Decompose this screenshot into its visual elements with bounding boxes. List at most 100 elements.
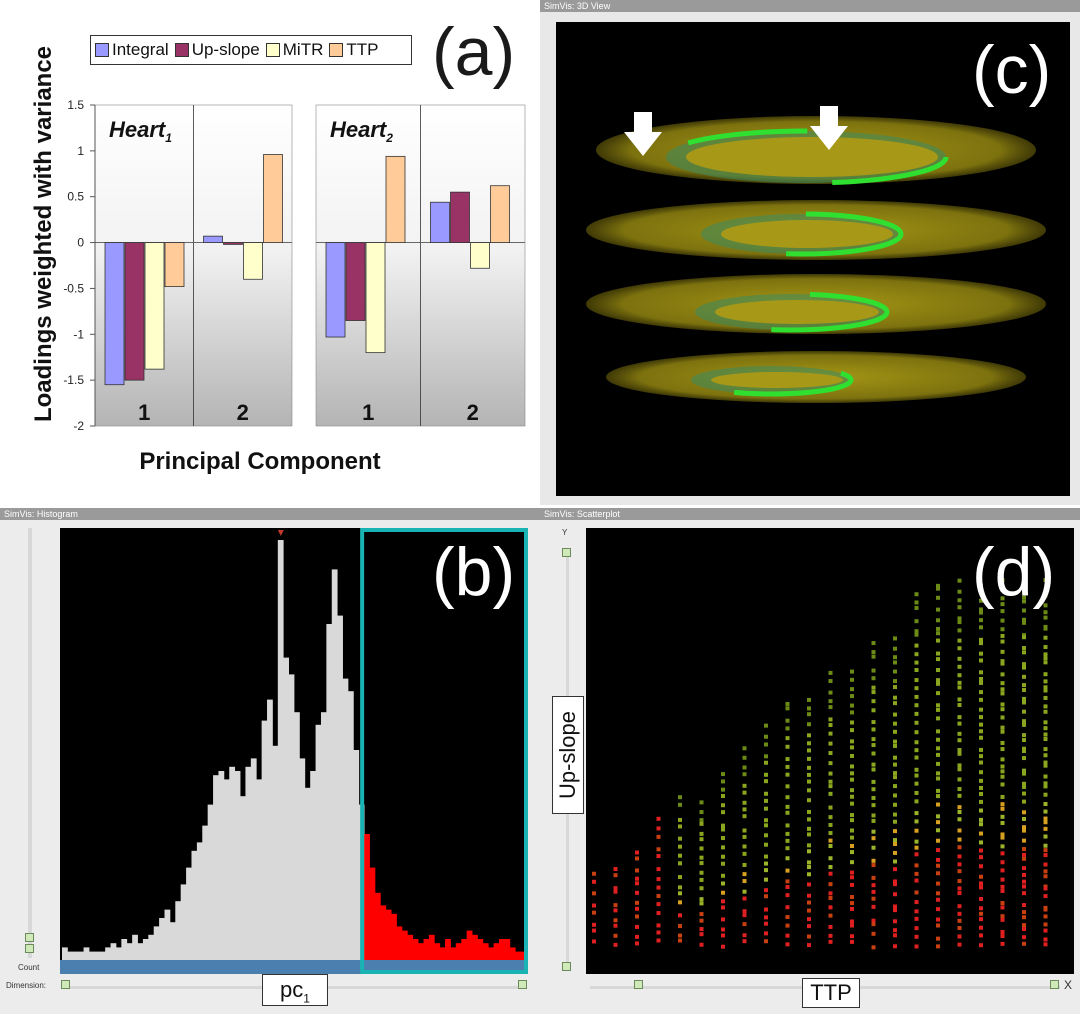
- scatter-point: [979, 770, 983, 775]
- scatter-point: [979, 874, 983, 879]
- histogram-canvas[interactable]: [60, 528, 528, 974]
- scatter-point: [850, 703, 854, 708]
- scatter-point: [1043, 695, 1048, 700]
- scatter-point: [678, 853, 682, 858]
- scatter-point: [979, 625, 983, 630]
- scatter-point: [828, 831, 833, 836]
- scatter-point: [914, 900, 919, 905]
- scatter-point: [742, 765, 747, 770]
- y-tick-label: 1: [77, 144, 84, 158]
- histogram-bar: [256, 779, 263, 960]
- scatter-point: [893, 755, 897, 760]
- group-title: Heart1: [109, 117, 172, 145]
- scatter-point: [1022, 941, 1026, 946]
- scatter-point: [1022, 838, 1026, 843]
- legend-item: MiTR: [265, 40, 323, 60]
- scatterplot-canvas[interactable]: [586, 528, 1074, 974]
- histogram-bar: [509, 947, 516, 960]
- up-slope-label: Up-slope: [555, 710, 580, 800]
- scatter-point: [699, 837, 704, 842]
- scatter-point: [1022, 700, 1026, 705]
- x-slider-handle[interactable]: [634, 980, 643, 989]
- count-slider-handle[interactable]: [25, 933, 34, 942]
- scatter-point: [1000, 618, 1005, 623]
- scatter-point: [871, 803, 876, 808]
- scatter-point: [785, 905, 790, 910]
- scatter-point: [1043, 853, 1048, 858]
- scatter-point: [742, 851, 747, 856]
- scatter-point: [1022, 856, 1026, 861]
- scatter-point: [1022, 828, 1026, 833]
- histogram-bar: [288, 674, 295, 960]
- scatter-point: [764, 818, 768, 823]
- scatter-point: [828, 751, 833, 756]
- dimension-slider-handle[interactable]: [61, 980, 70, 989]
- scatter-point: [592, 928, 596, 933]
- scatter-point: [1000, 609, 1005, 614]
- dimension-slider-handle[interactable]: [518, 980, 527, 989]
- scatter-point: [936, 761, 940, 766]
- bar: [164, 242, 185, 287]
- count-slider-handle[interactable]: [25, 944, 34, 953]
- histogram-bar: [202, 825, 209, 960]
- scatter-point: [957, 777, 962, 782]
- scatter-point: [1022, 646, 1026, 651]
- scatter-point: [914, 694, 919, 699]
- scatter-point: [785, 915, 790, 920]
- y-tick-label: 0.5: [67, 190, 84, 204]
- scatter-point: [936, 746, 940, 751]
- scatter-point: [893, 819, 897, 824]
- scatter-point: [957, 809, 962, 814]
- scatter-point: [1043, 737, 1048, 742]
- scatter-point: [828, 843, 833, 848]
- x-slider-handle[interactable]: [1050, 980, 1059, 989]
- scatter-point: [850, 777, 854, 782]
- scatter-point: [979, 658, 983, 663]
- scatter-point: [914, 767, 919, 772]
- scatter-point: [742, 913, 747, 918]
- scatter-point: [1000, 588, 1005, 593]
- scatter-point: [936, 681, 940, 686]
- count-slider-track[interactable]: [28, 528, 32, 958]
- scatter-point: [893, 695, 897, 700]
- scatter-point: [807, 908, 811, 913]
- scatter-point: [1022, 746, 1026, 751]
- scatter-point: [979, 785, 983, 790]
- histogram-bar: [180, 884, 187, 960]
- legend-item: Integral: [95, 40, 169, 60]
- scatter-point: [850, 720, 854, 725]
- scatter-point: [936, 668, 940, 673]
- scatter-point: [914, 790, 919, 795]
- scatter-point: [721, 944, 725, 949]
- y-slider-handle[interactable]: [562, 962, 571, 971]
- scatter-point: [1043, 593, 1048, 598]
- histogram-bar: [418, 943, 424, 960]
- scatter-point: [1000, 707, 1005, 712]
- scatter-point: [979, 925, 983, 930]
- scatter-point: [936, 678, 940, 683]
- scatter-point: [742, 889, 747, 894]
- scatter-point: [828, 913, 833, 918]
- scatter-point: [828, 822, 833, 827]
- scatter-point: [1000, 715, 1005, 720]
- scatter-point: [1000, 602, 1005, 607]
- scatter-point: [742, 790, 747, 795]
- scatter-point: [742, 879, 747, 884]
- scatter-point: [656, 930, 661, 935]
- y-slider-handle[interactable]: [562, 548, 571, 557]
- chart-legend: Integral Up-slope MiTR TTP: [90, 35, 412, 65]
- scatter-point: [1000, 884, 1005, 889]
- scatter-point: [1022, 665, 1026, 670]
- scatter-point: [1043, 820, 1048, 825]
- scatter-point: [979, 707, 983, 712]
- histogram-bar: [364, 834, 370, 960]
- scatter-point: [893, 762, 897, 767]
- 3d-view-canvas[interactable]: [556, 22, 1070, 496]
- scatter-point: [1000, 691, 1005, 696]
- histogram-bar: [94, 951, 101, 960]
- histogram-bar: [428, 934, 435, 960]
- scatter-point: [914, 711, 919, 716]
- scatter-point: [871, 813, 876, 818]
- scatter-point: [1043, 843, 1048, 848]
- scatter-point: [807, 748, 811, 753]
